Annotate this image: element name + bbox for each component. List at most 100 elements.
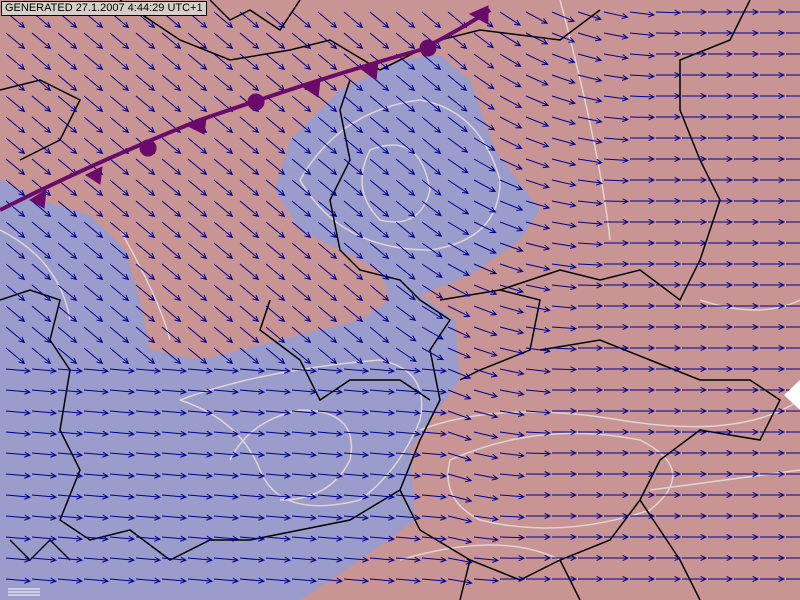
- wind-arrow: [552, 575, 578, 583]
- wind-arrow: [630, 470, 656, 478]
- wind-arrow: [5, 493, 32, 500]
- wind-arrow: [786, 305, 800, 307]
- wind-arrow: [473, 556, 500, 563]
- wind-arrow: [369, 326, 390, 344]
- wind-arrow: [734, 575, 760, 583]
- wind-arrow: [682, 302, 708, 310]
- wind-arrow: [421, 305, 444, 320]
- wind-arrow: [734, 512, 760, 520]
- wind-arrow: [447, 95, 468, 112]
- wind-arrow: [343, 242, 364, 260]
- wind-arrow: [213, 158, 234, 176]
- wind-arrow: [109, 116, 130, 134]
- wind-arrow: [31, 221, 52, 239]
- wind-arrow: [682, 470, 708, 478]
- wind-arrow: [708, 8, 734, 16]
- wind-arrow: [161, 472, 188, 479]
- wind-arrow: [31, 53, 52, 71]
- wind-arrow: [473, 536, 499, 543]
- wind-arrow: [734, 176, 760, 184]
- wind-arrow: [734, 281, 760, 289]
- wind-arrow: [239, 74, 260, 92]
- wind-arrow: [135, 32, 156, 50]
- wind-arrow: [499, 116, 523, 129]
- wind-arrow: [525, 347, 551, 354]
- wind-arrow: [187, 137, 208, 155]
- wind-arrow: [604, 281, 630, 289]
- wind-arrow: [682, 323, 708, 331]
- wind-arrow: [630, 218, 656, 226]
- wind-arrow: [317, 137, 338, 155]
- wind-arrow: [239, 116, 260, 134]
- wind-arrow: [187, 74, 208, 92]
- wind-arrow: [31, 451, 58, 458]
- wind-arrow: [31, 242, 52, 260]
- wind-arrow: [135, 430, 162, 437]
- wind-arrow: [5, 326, 26, 344]
- wind-arrow: [5, 409, 32, 416]
- wind-arrow: [109, 95, 130, 113]
- wind-arrow: [5, 284, 26, 302]
- wind-arrow: [187, 263, 208, 281]
- wind-arrow: [239, 535, 266, 542]
- wind-arrow: [369, 263, 390, 281]
- wind-arrow: [447, 284, 471, 297]
- wind-arrow: [369, 221, 390, 239]
- wind-arrow: [213, 263, 234, 281]
- wind-arrow: [135, 493, 162, 500]
- wind-arrow: [5, 367, 32, 374]
- wind-arrow: [786, 347, 800, 349]
- wind-arrow: [525, 200, 551, 210]
- wind-arrow: [786, 32, 800, 34]
- wind-arrow: [578, 533, 604, 541]
- wind-arrow: [291, 577, 318, 584]
- warm-front: [0, 5, 492, 212]
- wind-arrow: [421, 74, 442, 92]
- wind-arrow: [682, 8, 708, 16]
- wind-arrow: [343, 116, 364, 134]
- wind-arrow: [213, 284, 234, 302]
- wind-arrow: [395, 388, 422, 395]
- wind-arrow: [734, 533, 760, 541]
- wind-arrow: [343, 221, 364, 239]
- wind-arrow: [83, 514, 110, 521]
- wind-arrow: [109, 221, 130, 239]
- wind-arrow: [551, 158, 577, 167]
- wind-arrow: [551, 116, 577, 126]
- wind-arrows: [5, 8, 800, 586]
- wind-arrow: [760, 302, 786, 310]
- wind-arrow: [265, 514, 292, 521]
- wind-arrow: [57, 577, 84, 584]
- wind-arrow: [499, 263, 524, 273]
- wind-arrow: [656, 113, 682, 121]
- wind-arrow: [682, 449, 708, 457]
- wind-arrow: [630, 197, 656, 205]
- wind-arrow: [135, 95, 156, 113]
- wind-arrow: [109, 305, 130, 323]
- wind-arrow: [239, 577, 266, 584]
- wind-arrow: [786, 452, 800, 454]
- wind-arrow: [109, 535, 136, 542]
- wind-arrow: [213, 367, 240, 374]
- wind-arrow: [473, 200, 497, 213]
- country-borders: [0, 0, 781, 600]
- wind-arrow: [161, 74, 182, 92]
- wind-arrow: [656, 218, 682, 226]
- wind-arrow: [265, 116, 286, 134]
- wind-arrow: [473, 137, 496, 151]
- wind-arrow: [421, 95, 442, 113]
- wind-arrow: [109, 347, 130, 365]
- wind-arrow: [551, 200, 577, 208]
- wind-arrow: [473, 284, 498, 295]
- wind-arrow: [551, 95, 576, 105]
- wind-arrow: [734, 71, 760, 79]
- wind-arrow: [291, 451, 318, 458]
- wind-arrow: [83, 409, 110, 416]
- wind-arrow: [656, 386, 682, 394]
- wind-arrow: [213, 451, 240, 458]
- wind-arrow: [187, 535, 214, 542]
- wind-arrow: [291, 179, 312, 197]
- wind-arrow: [656, 407, 682, 415]
- wind-arrow: [734, 323, 760, 331]
- wind-arrow: [682, 512, 708, 520]
